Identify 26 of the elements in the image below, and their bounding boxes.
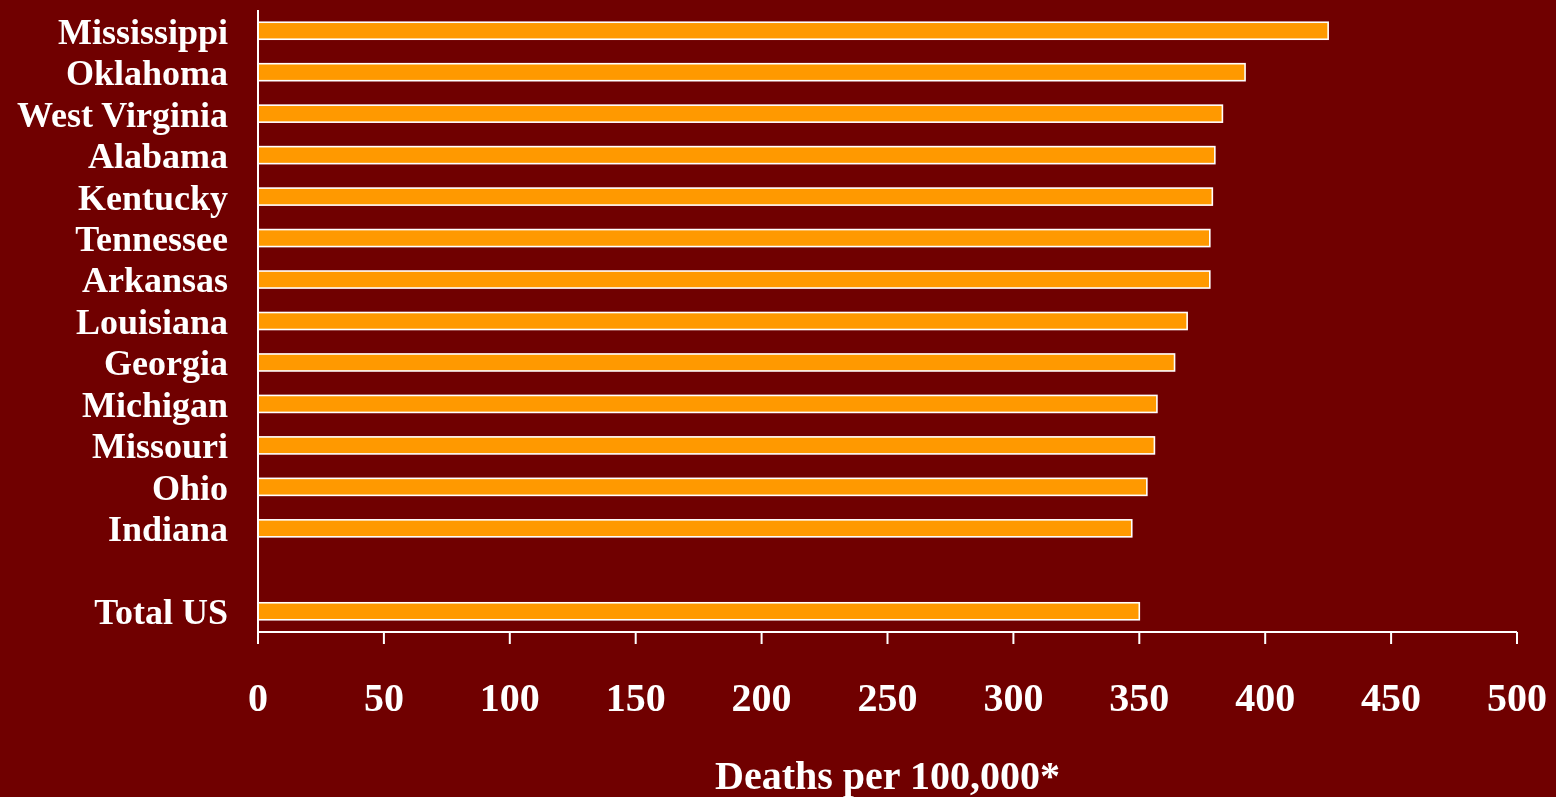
x-tick-label: 400 — [1235, 675, 1296, 720]
y-tick-label: Arkansas — [81, 260, 228, 301]
x-tick-label: 100 — [479, 675, 540, 720]
x-tick-label: 300 — [983, 675, 1044, 720]
y-tick-label: Georgia — [104, 343, 228, 384]
y-tick-label: Louisiana — [75, 301, 228, 342]
x-tick-label: 200 — [731, 675, 792, 720]
y-tick-label: Kentucky — [77, 177, 228, 218]
y-tick-label: Ohio — [151, 467, 228, 508]
x-tick-label: 50 — [363, 675, 404, 720]
y-tick-label: Total US — [94, 592, 228, 633]
y-tick-label: Alabama — [87, 136, 228, 177]
y-tick-label: Missouri — [91, 426, 228, 467]
x-tick-label: 350 — [1109, 675, 1170, 720]
x-tick-label: 250 — [857, 675, 918, 720]
y-tick-label: West Virginia — [16, 94, 228, 135]
y-tick-label: Michigan — [81, 384, 228, 425]
y-tick-label: Tennessee — [75, 219, 229, 260]
x-tick-label: 500 — [1487, 675, 1547, 720]
y-tick-label: Indiana — [107, 509, 228, 550]
x-tick-label: 450 — [1361, 675, 1422, 720]
y-tick-label: Mississippi — [57, 11, 228, 52]
x-tick-label: 0 — [248, 675, 268, 720]
x-tick-label: 150 — [605, 675, 666, 720]
x-axis-title: Deaths per 100,000* — [715, 753, 1060, 797]
y-tick-label: Oklahoma — [65, 53, 228, 94]
